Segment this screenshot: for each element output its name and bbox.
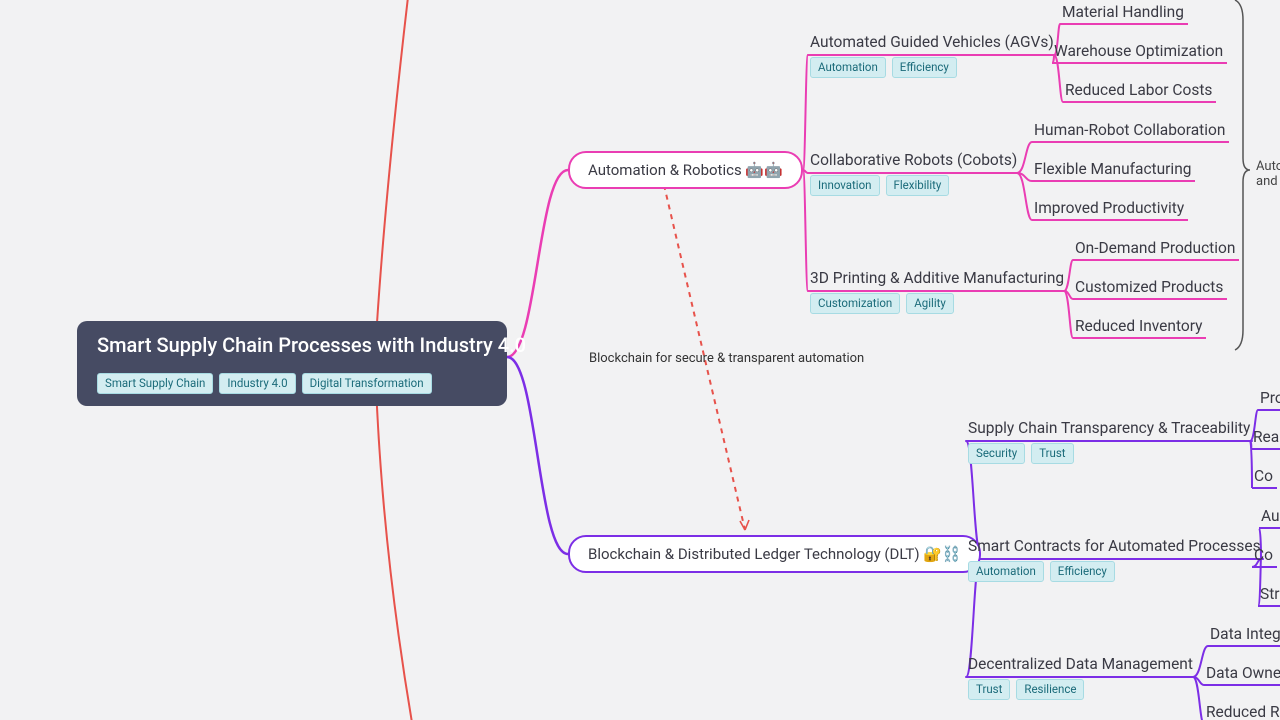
leaf-label: Improved Productivity [1034,199,1184,217]
leaf-label: Reduced Re [1206,703,1280,720]
leaf[interactable]: Customized Products [1075,278,1223,296]
root-node[interactable]: Smart Supply Chain Processes with Indust… [77,321,507,406]
leaf-label: Pro [1260,389,1280,407]
subtopic[interactable]: 3D Printing & Additive Manufacturing Cust… [810,269,1064,314]
leaf-label: Au [1261,507,1280,525]
leaf[interactable]: Reduced Re [1206,703,1280,720]
tag: Resilience [1016,679,1084,700]
leaf[interactable]: Human-Robot Collaboration [1034,121,1225,139]
tag: Security [968,443,1025,464]
leaf-label: Rea [1253,428,1279,446]
leaf[interactable]: Data Owner [1206,664,1280,682]
leaf[interactable]: Material Handling [1062,3,1184,21]
leaf-label: Material Handling [1062,3,1184,21]
tag: Efficiency [1050,561,1115,582]
tag-group: Trust Resilience [968,679,1193,700]
subtopic[interactable]: Automated Guided Vehicles (AGVs) Automati… [810,33,1054,78]
tag: Automation [810,57,886,78]
subtopic[interactable]: Supply Chain Transparency & Traceability… [968,419,1250,464]
mindmap-canvas: Smart Supply Chain Processes with Indust… [0,0,1280,720]
leaf-label: Human-Robot Collaboration [1034,121,1225,139]
branch-auto[interactable]: Automation & Robotics 🤖🤖 [568,151,803,189]
leaf[interactable]: Co [1254,467,1273,485]
tag-group: Smart Supply Chain Industry 4.0 Digital Tr… [97,373,487,394]
edge-annotation: Blockchain for secure & transparent auto… [589,351,864,366]
leaf[interactable]: On-Demand Production [1075,239,1235,257]
tag: Trust [1031,443,1073,464]
leaf-label: Co [1254,546,1273,564]
leaf-label: Customized Products [1075,278,1223,296]
tag: Innovation [810,175,880,196]
leaf-label: Co [1254,467,1273,485]
leaf-label: Flexible Manufacturing [1034,160,1191,178]
tag: Agility [906,293,954,314]
subtopic[interactable]: Decentralized Data Management Trust Resili… [968,655,1193,700]
leaf-label: Str [1260,585,1280,603]
tag-group: Innovation Flexibility [810,175,1017,196]
tag: Industry 4.0 [219,373,295,394]
leaf-label: Reduced Inventory [1075,317,1202,335]
tag: Customization [810,293,900,314]
leaf[interactable]: Data Integri [1210,625,1280,643]
subtopic-label: Collaborative Robots (Cobots) [810,151,1017,169]
leaf[interactable]: Co [1254,546,1273,564]
leaf-label: Reduced Labor Costs [1065,81,1212,99]
subtopic[interactable]: Collaborative Robots (Cobots) Innovation F… [810,151,1017,196]
subtopic-label: 3D Printing & Additive Manufacturing [810,269,1064,287]
bracket-label: Autoand [1256,159,1280,189]
subtopic-label: Smart Contracts for Automated Processes [968,537,1261,555]
subtopic[interactable]: Smart Contracts for Automated Processes A… [968,537,1261,582]
root-title: Smart Supply Chain Processes with Indust… [97,333,487,357]
branch-block[interactable]: Blockchain & Distributed Ledger Technolo… [568,535,981,573]
leaf[interactable]: Pro [1260,389,1280,407]
subtopic-label: Automated Guided Vehicles (AGVs) [810,33,1054,51]
leaf[interactable]: Flexible Manufacturing [1034,160,1191,178]
leaf[interactable]: Au [1261,507,1280,525]
leaf[interactable]: Rea [1253,428,1279,446]
leaf-label: Data Integri [1210,625,1280,643]
tag: Flexibility [886,175,950,196]
leaf[interactable]: Reduced Inventory [1075,317,1202,335]
leaf[interactable]: Str [1260,585,1280,603]
tag-group: Automation Efficiency [968,561,1261,582]
leaf-label: Data Owner [1206,664,1280,682]
tag-group: Customization Agility [810,293,1064,314]
subtopic-label: Supply Chain Transparency & Traceability [968,419,1250,437]
tag: Smart Supply Chain [97,373,213,394]
subtopic-label: Decentralized Data Management [968,655,1193,673]
leaf[interactable]: Improved Productivity [1034,199,1184,217]
tag: Efficiency [892,57,957,78]
tag: Digital Transformation [302,373,432,394]
leaf[interactable]: Warehouse Optimization [1054,42,1223,60]
tag: Trust [968,679,1010,700]
tag-group: Automation Efficiency [810,57,1054,78]
leaf-label: Warehouse Optimization [1054,42,1223,60]
tag: Automation [968,561,1044,582]
tag-group: Security Trust [968,443,1250,464]
leaf-label: On-Demand Production [1075,239,1235,257]
leaf[interactable]: Reduced Labor Costs [1065,81,1212,99]
